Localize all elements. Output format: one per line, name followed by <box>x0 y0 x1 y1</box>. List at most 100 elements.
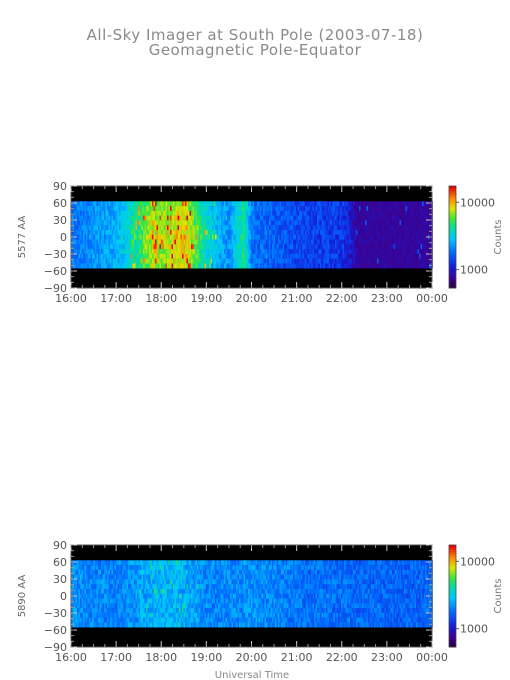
heatmap-cell <box>372 263 375 269</box>
heatmap-cell <box>411 244 414 250</box>
heatmap-cell <box>149 215 151 221</box>
heatmap-cell <box>134 574 136 580</box>
heatmap-cell <box>179 239 181 245</box>
heatmap-cell <box>251 215 253 221</box>
heatmap-cell <box>171 210 174 216</box>
heatmap-cell <box>122 253 124 259</box>
heatmap-cell <box>83 598 85 604</box>
heatmap-cell <box>138 579 141 585</box>
heatmap-cell <box>321 230 324 236</box>
heatmap-cell <box>77 220 79 226</box>
heatmap-cell <box>327 244 330 250</box>
heatmap-cell <box>314 210 316 216</box>
heatmap-cell <box>150 584 153 590</box>
heatmap-cell <box>146 593 148 599</box>
heatmap-cell <box>383 220 385 226</box>
heatmap-cell <box>302 244 304 250</box>
heatmap-cell <box>161 584 163 590</box>
heatmap-cell <box>267 263 270 269</box>
heatmap-cell <box>227 210 229 216</box>
heatmap-cell <box>212 206 214 212</box>
heatmap-cell <box>339 210 342 216</box>
heatmap-cell <box>84 589 87 595</box>
heatmap-cell <box>179 565 181 571</box>
heatmap-cell <box>369 244 372 250</box>
heatmap-cell <box>81 230 84 236</box>
heatmap-cell <box>309 253 312 259</box>
heatmap-cell <box>333 244 336 250</box>
heatmap-cell <box>195 589 198 595</box>
heatmap-cell <box>369 206 372 212</box>
heatmap-cell <box>170 244 172 250</box>
heatmap-cell <box>336 249 339 255</box>
heatmap-cell <box>188 565 190 571</box>
heatmap-cell <box>398 215 400 221</box>
heatmap-cell <box>216 230 219 236</box>
heatmap-cell <box>179 263 181 269</box>
heatmap-cell <box>357 258 360 264</box>
heatmap-cell <box>114 608 117 614</box>
heatmap-cell <box>369 210 372 216</box>
heatmap-cell <box>375 210 378 216</box>
heatmap-cell <box>155 598 157 604</box>
heatmap-cell <box>78 608 81 614</box>
heatmap-cell <box>255 230 258 236</box>
heatmap-cell <box>284 249 286 255</box>
heatmap-cell <box>110 239 112 245</box>
heatmap-cell <box>177 617 180 623</box>
heatmap-cell <box>122 249 124 255</box>
heatmap-cell <box>84 612 87 618</box>
heatmap-cell <box>116 560 118 566</box>
heatmap-cell <box>251 239 253 245</box>
heatmap-cell <box>141 565 144 571</box>
heatmap-cell <box>339 234 342 240</box>
heatmap-cell <box>185 263 187 269</box>
heatmap-cell <box>359 253 361 259</box>
heatmap-cell <box>326 258 328 264</box>
heatmap-cell <box>189 253 192 259</box>
heatmap-cell <box>243 201 246 207</box>
heatmap-cell <box>227 230 229 236</box>
heatmap-cell <box>107 220 109 226</box>
heatmap-cell <box>339 215 342 221</box>
heatmap-cell <box>300 206 303 212</box>
heatmap-cell <box>195 244 198 250</box>
heatmap-cell <box>276 244 279 250</box>
heatmap-cell <box>150 579 153 585</box>
heatmap-cell <box>371 258 373 264</box>
heatmap-cell <box>156 215 159 221</box>
heatmap-cell <box>258 258 261 264</box>
heatmap-cell <box>204 612 207 618</box>
heatmap-cell <box>162 598 165 604</box>
heatmap-cell <box>143 234 145 240</box>
heatmap-cell <box>425 249 427 255</box>
heatmap-cell <box>149 593 151 599</box>
heatmap-cell <box>279 244 282 250</box>
heatmap-cell <box>110 210 112 216</box>
heatmap-cell <box>149 263 151 269</box>
heatmap-cell <box>117 253 120 259</box>
heatmap-cell <box>411 253 414 259</box>
heatmap-cell <box>384 249 387 255</box>
heatmap-cell <box>98 598 100 604</box>
heatmap-cell <box>381 234 384 240</box>
heatmap-cell <box>140 234 142 240</box>
heatmap-cell <box>233 258 235 264</box>
heatmap-cell <box>429 258 432 264</box>
heatmap-cell <box>308 253 310 259</box>
heatmap-cell <box>99 612 102 618</box>
heatmap-cell <box>363 263 366 269</box>
heatmap-cell <box>210 220 213 226</box>
heatmap-cell <box>204 569 207 575</box>
heatmap-cell <box>425 230 427 236</box>
heatmap-cell <box>135 617 138 623</box>
heatmap-cell <box>366 249 369 255</box>
heatmap-cell <box>357 230 360 236</box>
heatmap-cell <box>74 603 76 609</box>
heatmap-cell <box>162 574 165 580</box>
colorbar-cell <box>449 252 456 255</box>
heatmap-cell <box>387 225 390 231</box>
colorbar-cell <box>449 240 456 243</box>
heatmap-cell <box>290 230 292 236</box>
heatmap-cell <box>72 244 75 250</box>
